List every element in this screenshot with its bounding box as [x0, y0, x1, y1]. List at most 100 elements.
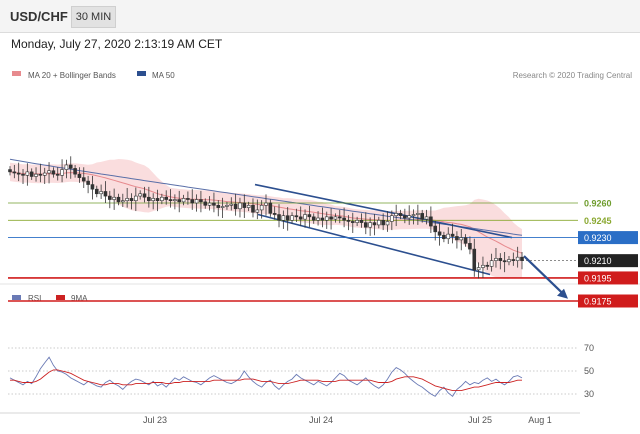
candle-body: [442, 234, 446, 240]
trend-channel-upper: [254, 183, 513, 239]
candle-body: [8, 169, 12, 173]
level-label-0.9245: 0.9245: [584, 216, 612, 226]
candle-body: [225, 205, 229, 207]
ma20-legend-swatch: [12, 71, 21, 76]
rsi-tick-label: 70: [584, 343, 594, 353]
candle-body: [411, 214, 416, 216]
candle-body: [420, 213, 425, 220]
candle-body: [520, 256, 524, 261]
candle-body: [385, 221, 390, 226]
candle-body: [429, 216, 433, 227]
level-label-0.9260: 0.9260: [584, 199, 612, 209]
candle-body: [468, 243, 472, 250]
candle-body: [94, 188, 99, 195]
candle-body: [359, 219, 364, 223]
candle-body: [502, 260, 507, 263]
candle-body: [316, 217, 320, 221]
candle-body: [311, 216, 316, 221]
candle-body: [199, 199, 203, 203]
candle-body: [55, 173, 60, 176]
candle-body: [125, 198, 129, 201]
x-tick-label: Aug 1: [528, 415, 552, 425]
rsi-legend-swatch: [12, 295, 21, 300]
candle-body: [424, 216, 429, 220]
candle-body: [450, 233, 455, 237]
symbol-title: USD/CHF: [10, 9, 68, 24]
candle-body: [116, 196, 121, 203]
candle-body: [147, 196, 151, 201]
candle-body: [511, 259, 516, 261]
rsi-tick-label: 50: [584, 366, 594, 376]
candle-body: [476, 267, 481, 271]
candle-body: [121, 200, 125, 203]
candle-body: [164, 196, 169, 200]
candle-body: [472, 248, 477, 271]
candle-body: [242, 202, 247, 208]
candle-body: [455, 236, 459, 241]
candle-body: [129, 198, 134, 201]
candle-body: [489, 260, 494, 267]
candle-body: [81, 177, 86, 182]
candle-body: [485, 264, 490, 267]
level-tag-box: [578, 231, 638, 245]
candle-body: [333, 216, 338, 220]
ma9-legend-swatch: [56, 295, 65, 300]
candle-body: [73, 168, 77, 175]
candle-body: [86, 180, 90, 185]
candle-body: [303, 214, 307, 220]
candle-body: [307, 214, 312, 218]
9ma-line: [10, 369, 522, 392]
forecast-arrow: [523, 255, 564, 295]
candle-body: [160, 196, 164, 201]
candle-body: [407, 215, 411, 219]
trend-channel-lower: [257, 213, 491, 276]
candle-body: [229, 203, 234, 206]
candle-body: [433, 225, 438, 233]
candle-body: [459, 237, 464, 241]
level-tag-box: [578, 294, 638, 308]
bollinger-band: [10, 159, 522, 279]
candle-body: [437, 231, 442, 236]
candle-body: [12, 171, 17, 174]
candle-body: [403, 215, 407, 219]
candle-body: [38, 173, 43, 176]
candle-body: [181, 198, 186, 203]
candle-body: [99, 191, 103, 195]
candle-body: [216, 205, 221, 208]
candle-body: [203, 201, 208, 206]
candle-body: [47, 170, 51, 174]
candle-body: [194, 199, 199, 204]
x-tick-label: Jul 25: [468, 415, 492, 425]
level-tag-box: [578, 271, 638, 285]
candle-body: [494, 258, 498, 261]
credit-text: Research © 2020 Trading Central: [513, 71, 633, 80]
forecast-arrow-head: [557, 288, 568, 299]
candle-body: [190, 199, 195, 204]
candle-body: [377, 219, 381, 226]
candle-body: [515, 256, 520, 261]
candle-body: [255, 209, 260, 213]
candle-body: [16, 172, 21, 175]
candle-body: [390, 215, 394, 222]
level-label-0.9175: 0.9175: [584, 297, 612, 307]
candle-body: [324, 216, 329, 221]
candle-body: [290, 215, 294, 221]
candle-body: [498, 258, 503, 261]
candle-body: [60, 169, 64, 176]
candle-body: [34, 173, 38, 177]
timeframe-button[interactable]: 30 MIN: [71, 6, 116, 28]
candle-body: [42, 172, 47, 176]
candle-body: [90, 184, 95, 190]
ma50-legend-label: MA 50: [152, 71, 175, 80]
candle-body: [168, 199, 173, 201]
rsi-line: [9, 356, 523, 397]
candle-body: [233, 203, 238, 210]
level-label-0.9195: 0.9195: [584, 273, 612, 283]
candle-body: [268, 202, 273, 214]
x-tick-label: Jul 24: [309, 415, 333, 425]
level-label-0.9230: 0.9230: [584, 233, 612, 243]
candle-body: [186, 198, 190, 200]
candle-body: [64, 164, 69, 170]
candle-body: [346, 219, 351, 222]
candle-body: [342, 217, 346, 221]
